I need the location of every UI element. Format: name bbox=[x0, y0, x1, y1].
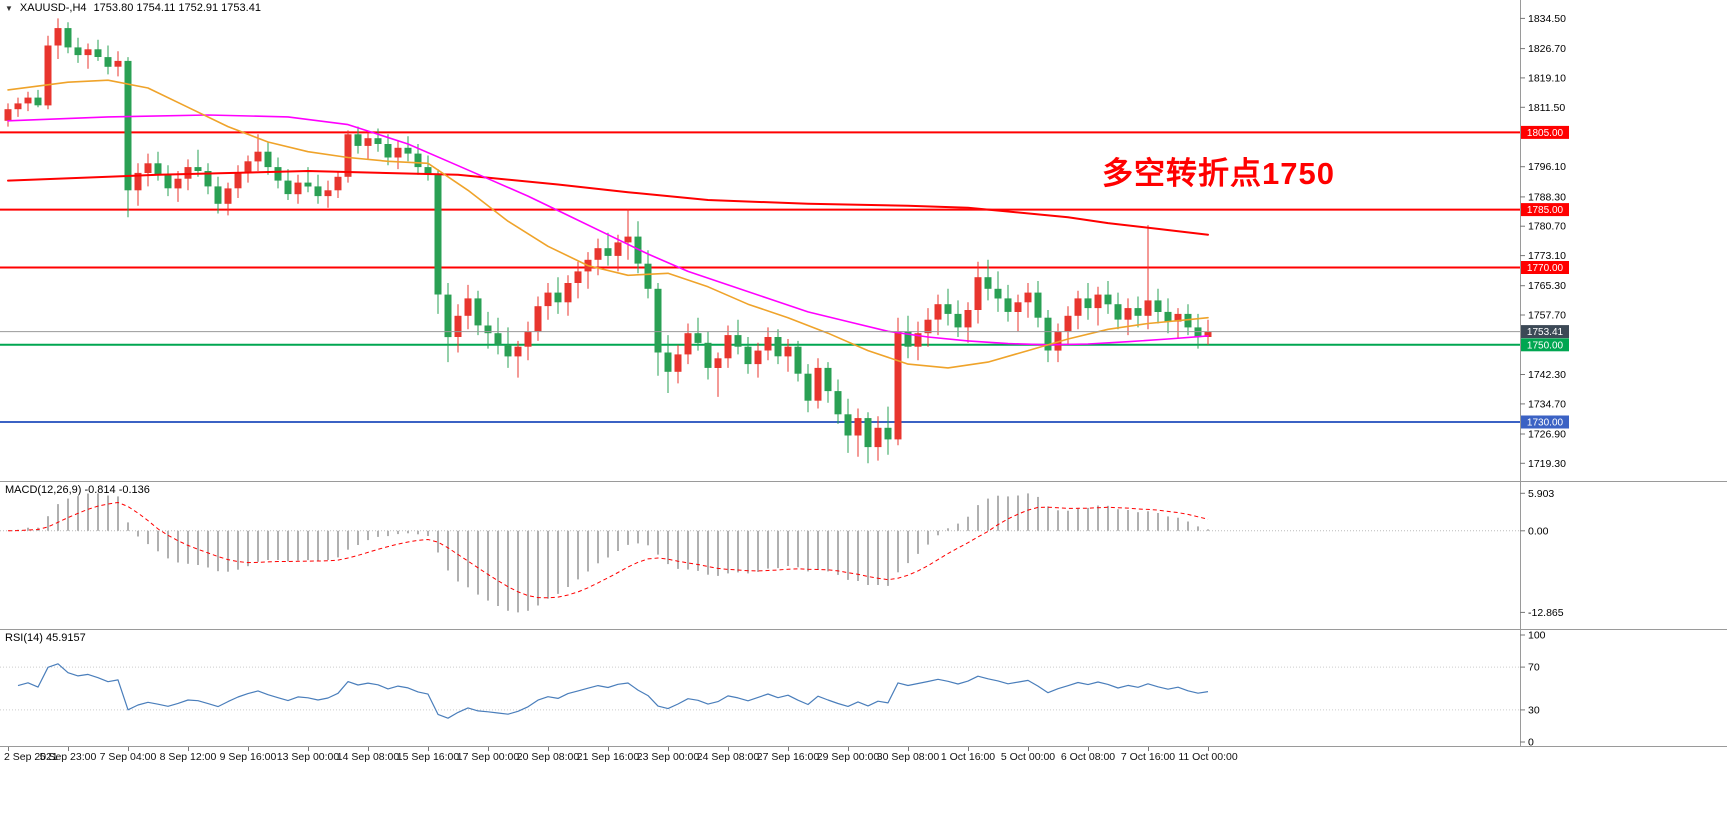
candles[interactable] bbox=[4, 18, 1212, 464]
svg-text:1734.70: 1734.70 bbox=[1528, 398, 1566, 410]
svg-text:0: 0 bbox=[1528, 737, 1534, 747]
svg-text:1773.10: 1773.10 bbox=[1528, 250, 1566, 262]
price-level-line[interactable]: 1805.00 bbox=[0, 125, 1569, 139]
time-axis-tick bbox=[968, 747, 969, 751]
svg-text:100: 100 bbox=[1528, 630, 1546, 642]
price-chart-panel[interactable]: 1805.00 1785.00 1770.00 1750.00 1730.00 1753.… bbox=[0, 0, 1727, 481]
macd-indicator-label: MACD(12,26,9) -0.814 -0.136 bbox=[5, 484, 150, 496]
time-axis-tick bbox=[488, 747, 489, 751]
svg-text:1730.00: 1730.00 bbox=[1527, 418, 1564, 429]
time-axis-tick bbox=[8, 747, 9, 751]
svg-text:1780.70: 1780.70 bbox=[1528, 221, 1566, 233]
ma-slow-red bbox=[7, 170, 1209, 236]
time-label: 30 Sep 08:00 bbox=[876, 751, 940, 763]
time-axis-tick bbox=[608, 747, 609, 751]
svg-text:1765.30: 1765.30 bbox=[1528, 280, 1566, 292]
svg-text:5.903: 5.903 bbox=[1528, 488, 1554, 500]
time-axis: 2 Sep 2021 5 Sep 23:00 7 Sep 04:00 8 Sep 12… bbox=[0, 746, 1727, 840]
ohlc-values: 1753.80 1754.11 1752.91 1753.41 bbox=[93, 2, 261, 14]
time-axis-tick bbox=[1088, 747, 1089, 751]
time-axis-tick bbox=[548, 747, 549, 751]
svg-text:1834.50: 1834.50 bbox=[1528, 13, 1566, 25]
time-label: 21 Sep 16:00 bbox=[576, 751, 640, 763]
time-label: 1 Oct 16:00 bbox=[940, 751, 996, 763]
time-label: 2 Sep 2021 bbox=[4, 751, 58, 763]
time-label: 13 Sep 00:00 bbox=[276, 751, 340, 763]
time-label: 24 Sep 08:00 bbox=[696, 751, 760, 763]
time-axis-tick bbox=[128, 747, 129, 751]
svg-text:0.00: 0.00 bbox=[1528, 525, 1549, 537]
svg-text:1819.10: 1819.10 bbox=[1528, 72, 1566, 84]
current-price-line: 1753.41 bbox=[0, 325, 1569, 339]
time-label: 9 Sep 16:00 bbox=[219, 751, 277, 763]
price-level-line[interactable]: 1785.00 bbox=[0, 203, 1569, 217]
svg-text:1785.00: 1785.00 bbox=[1527, 205, 1564, 216]
price-level-line[interactable]: 1750.00 bbox=[0, 338, 1569, 352]
price-axis-ticks: 1834.50 1826.70 1819.10 1811.50 1796.10 1788.… bbox=[1520, 13, 1566, 470]
macd-panel[interactable]: 5.903 0.00 -12.865 bbox=[0, 481, 1727, 629]
svg-text:70: 70 bbox=[1528, 662, 1540, 674]
time-axis-tick bbox=[1208, 747, 1209, 751]
svg-text:1719.30: 1719.30 bbox=[1528, 458, 1566, 470]
time-label: 29 Sep 00:00 bbox=[816, 751, 880, 763]
svg-text:1770.00: 1770.00 bbox=[1527, 263, 1564, 274]
svg-text:1788.30: 1788.30 bbox=[1528, 191, 1566, 203]
time-axis-tick bbox=[1028, 747, 1029, 751]
time-label: 6 Oct 08:00 bbox=[1060, 751, 1116, 763]
time-label: 5 Oct 00:00 bbox=[1000, 751, 1056, 763]
svg-text:1811.50: 1811.50 bbox=[1528, 102, 1565, 114]
time-label: 7 Oct 16:00 bbox=[1120, 751, 1176, 763]
annotation-text: 多空转折点1750 bbox=[1102, 156, 1335, 191]
ma-fast-orange bbox=[7, 79, 1209, 369]
price-level-line[interactable]: 1770.00 bbox=[0, 261, 1569, 274]
time-axis-tick bbox=[1148, 747, 1149, 751]
svg-text:1753.41: 1753.41 bbox=[1527, 327, 1564, 338]
time-axis-tick bbox=[728, 747, 729, 751]
time-axis-tick bbox=[788, 747, 789, 751]
time-label: 8 Sep 12:00 bbox=[159, 751, 217, 763]
time-axis-tick bbox=[308, 747, 309, 751]
macd-histogram bbox=[17, 493, 1209, 613]
time-axis-tick bbox=[188, 747, 189, 751]
time-axis-tick bbox=[68, 747, 69, 751]
svg-text:1805.00: 1805.00 bbox=[1527, 128, 1564, 139]
time-label: 15 Sep 16:00 bbox=[396, 751, 460, 763]
symbol-period-label: XAUUSD-,H4 bbox=[19, 2, 87, 14]
macd-signal-line bbox=[7, 501, 1209, 599]
time-label: 7 Sep 04:00 bbox=[99, 751, 157, 763]
price-level-line[interactable]: 1730.00 bbox=[0, 415, 1569, 429]
time-axis-tick bbox=[908, 747, 909, 751]
time-label: 11 Oct 00:00 bbox=[1178, 751, 1238, 763]
time-axis-tick bbox=[248, 747, 249, 751]
time-label: 17 Sep 00:00 bbox=[456, 751, 520, 763]
ma-mid-magenta bbox=[7, 114, 1209, 346]
rsi-panel[interactable]: 100 70 30 0 bbox=[0, 629, 1727, 746]
rsi-line bbox=[17, 663, 1209, 719]
svg-text:1796.10: 1796.10 bbox=[1528, 161, 1566, 173]
collapse-chevron-icon[interactable]: ▼ bbox=[5, 3, 13, 13]
svg-text:-12.865: -12.865 bbox=[1528, 607, 1564, 619]
time-label: 20 Sep 08:00 bbox=[516, 751, 580, 763]
time-label: 14 Sep 08:00 bbox=[336, 751, 400, 763]
svg-text:1742.30: 1742.30 bbox=[1528, 369, 1566, 381]
chart-header: ▼ XAUUSD-,H4 1753.80 1754.11 1752.91 175… bbox=[5, 2, 261, 14]
time-label: 27 Sep 16:00 bbox=[756, 751, 820, 763]
time-label: 23 Sep 00:00 bbox=[636, 751, 700, 763]
rsi-indicator-label: RSI(14) 45.9157 bbox=[5, 632, 86, 644]
time-axis-tick bbox=[668, 747, 669, 751]
time-axis-tick bbox=[368, 747, 369, 751]
svg-text:30: 30 bbox=[1528, 704, 1540, 716]
time-label: 5 Sep 23:00 bbox=[39, 751, 97, 763]
svg-text:1826.70: 1826.70 bbox=[1528, 43, 1566, 55]
svg-text:1757.70: 1757.70 bbox=[1528, 310, 1566, 322]
svg-text:1726.90: 1726.90 bbox=[1528, 429, 1566, 441]
svg-text:1750.00: 1750.00 bbox=[1527, 340, 1564, 351]
time-axis-tick bbox=[848, 747, 849, 751]
time-axis-tick bbox=[428, 747, 429, 751]
